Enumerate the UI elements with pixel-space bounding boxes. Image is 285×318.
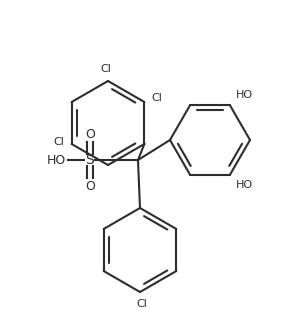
Text: Cl: Cl xyxy=(101,64,111,74)
Text: HO: HO xyxy=(236,90,253,100)
Text: O: O xyxy=(85,179,95,192)
Text: S: S xyxy=(86,153,94,167)
Text: O: O xyxy=(85,128,95,141)
Text: Cl: Cl xyxy=(54,137,65,147)
Text: HO: HO xyxy=(236,180,253,190)
Text: HO: HO xyxy=(46,154,66,167)
Text: Cl: Cl xyxy=(151,93,162,103)
Text: Cl: Cl xyxy=(137,299,147,309)
